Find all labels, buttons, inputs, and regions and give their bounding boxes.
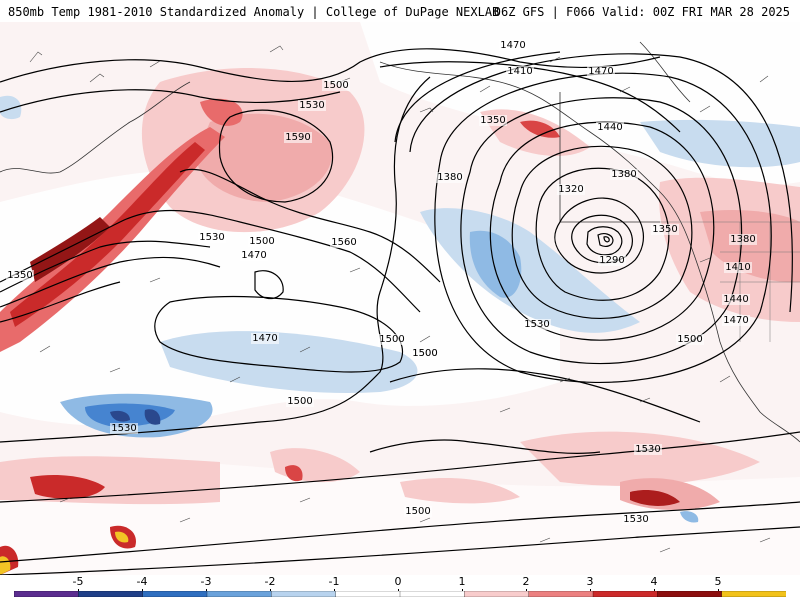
contour-label: 1410 (725, 262, 750, 273)
contour-label: 1290 (599, 255, 624, 266)
contour-label: 1530 (635, 444, 660, 455)
contour-label: 1500 (379, 334, 404, 345)
colorbar-tick-label: 0 (394, 575, 402, 588)
anomaly-map: 1470 1500 1530 1590 1560 1530 1500 1470 1350 1470… (0, 22, 800, 575)
colorbar-swatch (271, 591, 337, 597)
contour-label: 1470 (588, 66, 613, 77)
contour-label: 1500 (287, 396, 312, 407)
model-run-info: 06Z GFS | F066 Valid: 00Z FRI MAR 28 202… (493, 5, 790, 19)
colorbar-tick-label: 4 (650, 575, 658, 588)
colorbar-swatch (464, 591, 530, 597)
contour-label: 1440 (597, 122, 622, 133)
colorbar-swatch (335, 591, 401, 597)
contour-label: 1500 (323, 80, 348, 91)
colorbar-swatch (78, 591, 144, 597)
colorbar-swatch (14, 591, 79, 597)
contour-label: 1380 (611, 169, 636, 180)
contour-label: 1530 (299, 100, 324, 111)
contour-label: 1530 (199, 232, 224, 243)
map-canvas: 1470 1500 1530 1590 1560 1530 1500 1470 1350 1470… (0, 22, 800, 575)
contour-label: 1470 (252, 333, 277, 344)
contour-label: 1530 (524, 319, 549, 330)
contour-label: 1500 (249, 236, 274, 247)
colorbar-swatch (528, 591, 594, 597)
contour-label: 1530 (623, 514, 648, 525)
colorbar-tick-label: -3 (200, 575, 212, 588)
colorbar-tick-label: -5 (72, 575, 84, 588)
colorbar-tick-label: 3 (586, 575, 594, 588)
contour-labels: 1470 1500 1530 1590 1560 1530 1500 1470 1350 1470… (6, 40, 757, 525)
colorbar-tick-label: -4 (136, 575, 148, 588)
colorbar-strip (14, 591, 786, 597)
map-header: 850mb Temp 1981-2010 Standardized Anomal… (0, 0, 800, 22)
colorbar-tick-label: 1 (458, 575, 466, 588)
contour-label: 1320 (558, 184, 583, 195)
map-title: 850mb Temp 1981-2010 Standardized Anomal… (8, 5, 500, 19)
colorbar-swatch (657, 591, 723, 597)
colorbar-tick-label: -1 (328, 575, 340, 588)
contour-label: 1470 (723, 315, 748, 326)
contour-label: 1590 (285, 132, 310, 143)
contour-label: 1440 (723, 294, 748, 305)
contour-label: 1500 (677, 334, 702, 345)
contour-label: 1530 (111, 423, 136, 434)
wind-barbs (29, 45, 771, 553)
colorbar-tick-label: 5 (714, 575, 722, 588)
colorbar-tick-label: 2 (522, 575, 530, 588)
contour-label: 1560 (331, 237, 356, 248)
contour-label: 1500 (405, 506, 430, 517)
colorbar-swatch (592, 591, 658, 597)
colorbar-swatch (721, 591, 786, 597)
contour-label: 1380 (437, 172, 462, 183)
contour-label: 1350 (652, 224, 677, 235)
colorbar-tick-label: -2 (264, 575, 276, 588)
contour-label: 1500 (412, 348, 437, 359)
contour-label: 1410 (507, 66, 532, 77)
contour-label: 1380 (730, 234, 755, 245)
colorbar-swatch (142, 591, 208, 597)
contour-label: 1350 (7, 270, 32, 281)
contour-label: 1470 (241, 250, 266, 261)
colorbar-swatch (206, 591, 272, 597)
contour-label: 1350 (480, 115, 505, 126)
contour-label: 1470 (500, 40, 525, 51)
colorbar-swatch (399, 591, 465, 597)
